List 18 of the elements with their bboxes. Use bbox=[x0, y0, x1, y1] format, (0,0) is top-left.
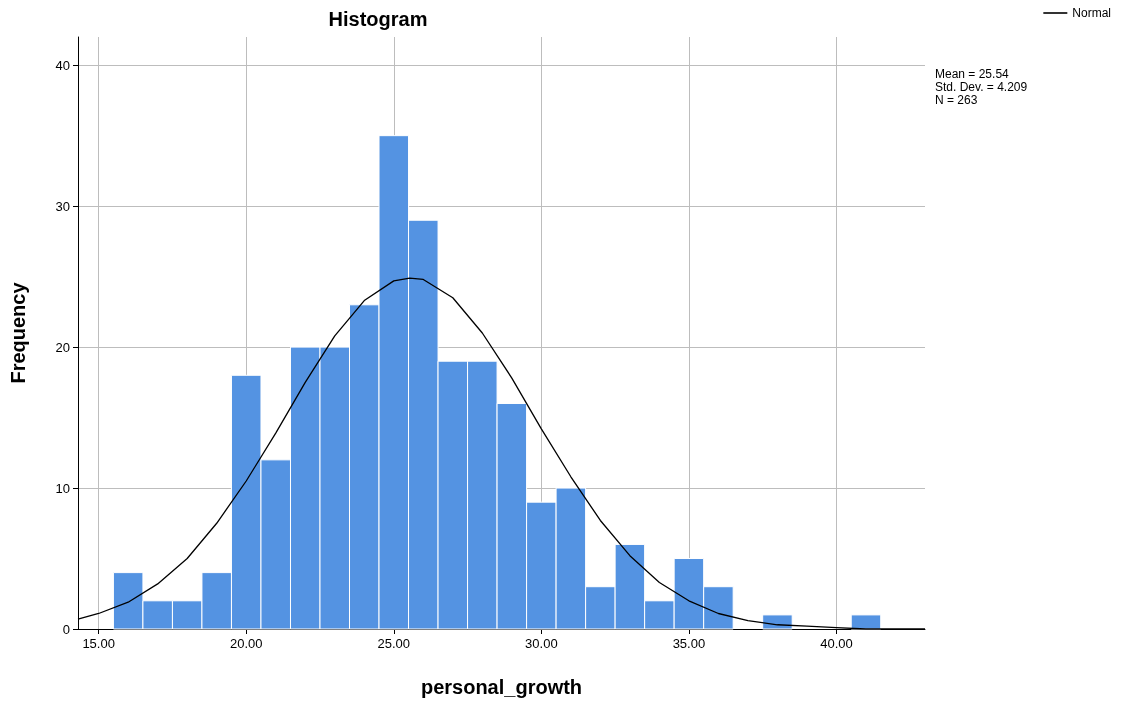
y-tick-label: 0 bbox=[62, 621, 70, 637]
x-axis-title: personal_growth bbox=[420, 676, 583, 698]
text: Std. Dev. = 4.209 bbox=[935, 80, 1028, 94]
y-tick-label: 20 bbox=[55, 339, 70, 355]
x-tick-label: 20.00 bbox=[229, 636, 263, 651]
x-tick-label: 40.00 bbox=[820, 636, 853, 651]
legend-label: Normal bbox=[1072, 6, 1111, 20]
x-tick-label: 35.00 bbox=[672, 636, 706, 651]
y-tick-label: 40 bbox=[55, 57, 70, 73]
y-tick-label: 10 bbox=[55, 480, 70, 496]
text: N = 263 bbox=[935, 93, 978, 107]
y-tick-label: 30 bbox=[55, 198, 70, 214]
x-tick-label: 15.00 bbox=[82, 636, 115, 651]
x-tick-label: 25.00 bbox=[377, 636, 411, 651]
text: Mean = 25.54 bbox=[935, 67, 1010, 81]
chart-title: Histogram bbox=[328, 8, 428, 30]
x-tick-label: 30.00 bbox=[525, 636, 558, 651]
y-axis-title: Frequency bbox=[7, 281, 29, 384]
